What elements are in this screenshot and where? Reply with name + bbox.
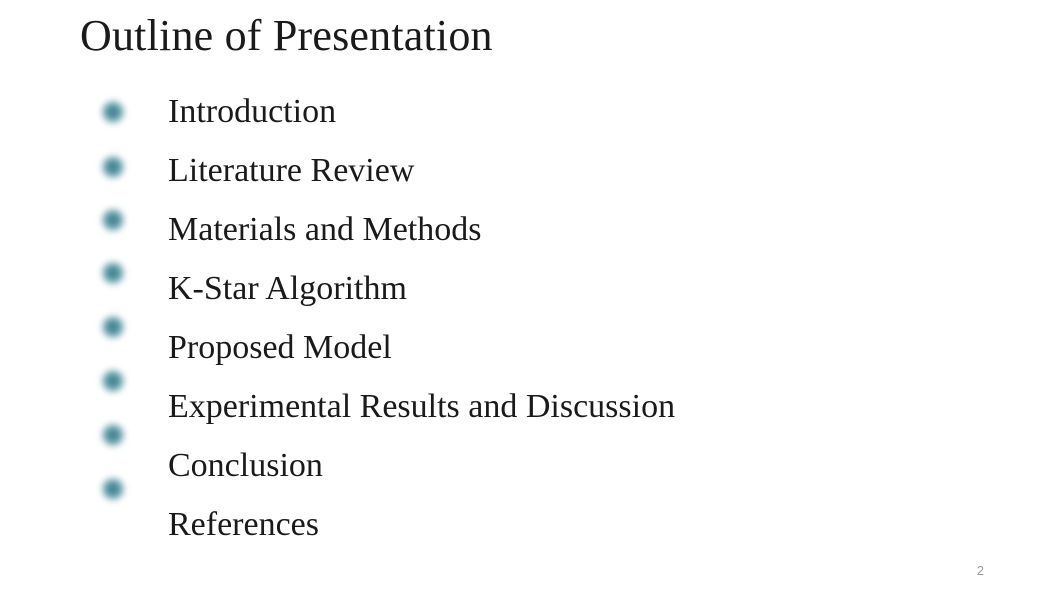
bullet-icon: [100, 368, 126, 394]
outline-item: Experimental Results and Discussion: [168, 390, 675, 424]
outline-item: Proposed Model: [168, 331, 392, 365]
bullet-icon: [100, 207, 126, 233]
outline-item: Conclusion: [168, 449, 323, 483]
bullet-icon: [100, 154, 126, 180]
bullet-icon: [100, 260, 126, 286]
outline-item: Materials and Methods: [168, 213, 482, 247]
outline-item: Literature Review: [168, 154, 414, 188]
outline-item: K-Star Algorithm: [168, 272, 407, 306]
bullet-icon: [100, 422, 126, 448]
slide-title: Outline of Presentation: [80, 10, 493, 61]
bullet-icon: [100, 314, 126, 340]
bullet-icon: [100, 99, 126, 125]
presentation-slide: Outline of Presentation Introduction Lit…: [0, 0, 1062, 598]
outline-item: Introduction: [168, 95, 336, 129]
outline-item: References: [168, 508, 319, 542]
page-number: 2: [977, 563, 984, 578]
bullet-icon: [100, 476, 126, 502]
